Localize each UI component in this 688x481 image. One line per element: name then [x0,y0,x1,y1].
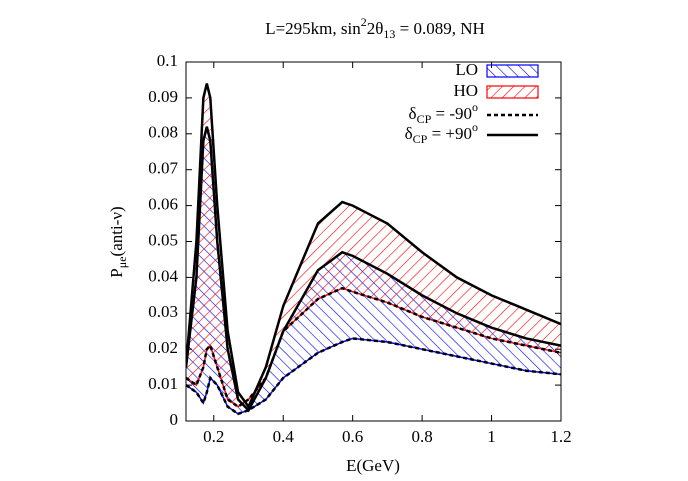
y-tick-label: 0.09 [148,87,178,106]
x-tick-label: 0.4 [273,427,295,446]
y-tick-label: 0.03 [148,302,178,321]
legend-text: = +90 [427,124,472,143]
legend-symbol: δ [405,124,413,143]
legend-sub: CP [417,112,432,126]
legend-label: HO [453,81,478,100]
y-tick-label: 0.08 [148,123,178,142]
delta-line [186,337,561,416]
y-tick-label: 0.06 [148,195,178,214]
x-axis-label: E(GeV) [346,456,400,475]
legend-label: δCP = -90o [409,100,478,126]
y-tick-label: 0.05 [148,230,178,249]
x-tick-label: 0.2 [203,427,224,446]
legend-swatch [486,64,539,78]
x-tick-label: 1 [487,427,496,446]
legend-swatch [486,85,539,99]
legend-sup: o [472,100,478,114]
y-tick-label: 0.07 [148,159,178,178]
y-tick-label: 0.1 [157,51,178,70]
legend-label: LO [455,60,478,79]
delta-line [186,286,561,409]
legend-symbol: δ [409,104,417,123]
legend-text: = -90 [431,104,472,123]
y-tick-label: 0.01 [148,374,178,393]
y-tick-label: 0.04 [148,266,178,285]
x-tick-label: 0.6 [342,427,363,446]
delta-line [186,83,561,410]
axes: 0.2 0.4 0.6 0.8 1 1.2 0 0.01 0.02 0.03 0.04 0.05 0.0… [148,51,571,446]
legend-sub: CP [413,132,428,146]
y-tick-label: 0.02 [148,338,178,357]
x-tick-label: 0.8 [411,427,432,446]
chart-title: L=295km, sin22θ13 = 0.089, NH [265,15,485,41]
band-fill [186,83,561,407]
x-tick-label: 1.2 [550,427,571,446]
y-tick-label: 0 [170,410,179,429]
plot-area [186,83,561,416]
legend-sup: o [472,120,478,134]
y-axis-label: Pμe(anti-ν) [107,206,129,277]
legend-label: δCP = +90o [405,120,478,146]
